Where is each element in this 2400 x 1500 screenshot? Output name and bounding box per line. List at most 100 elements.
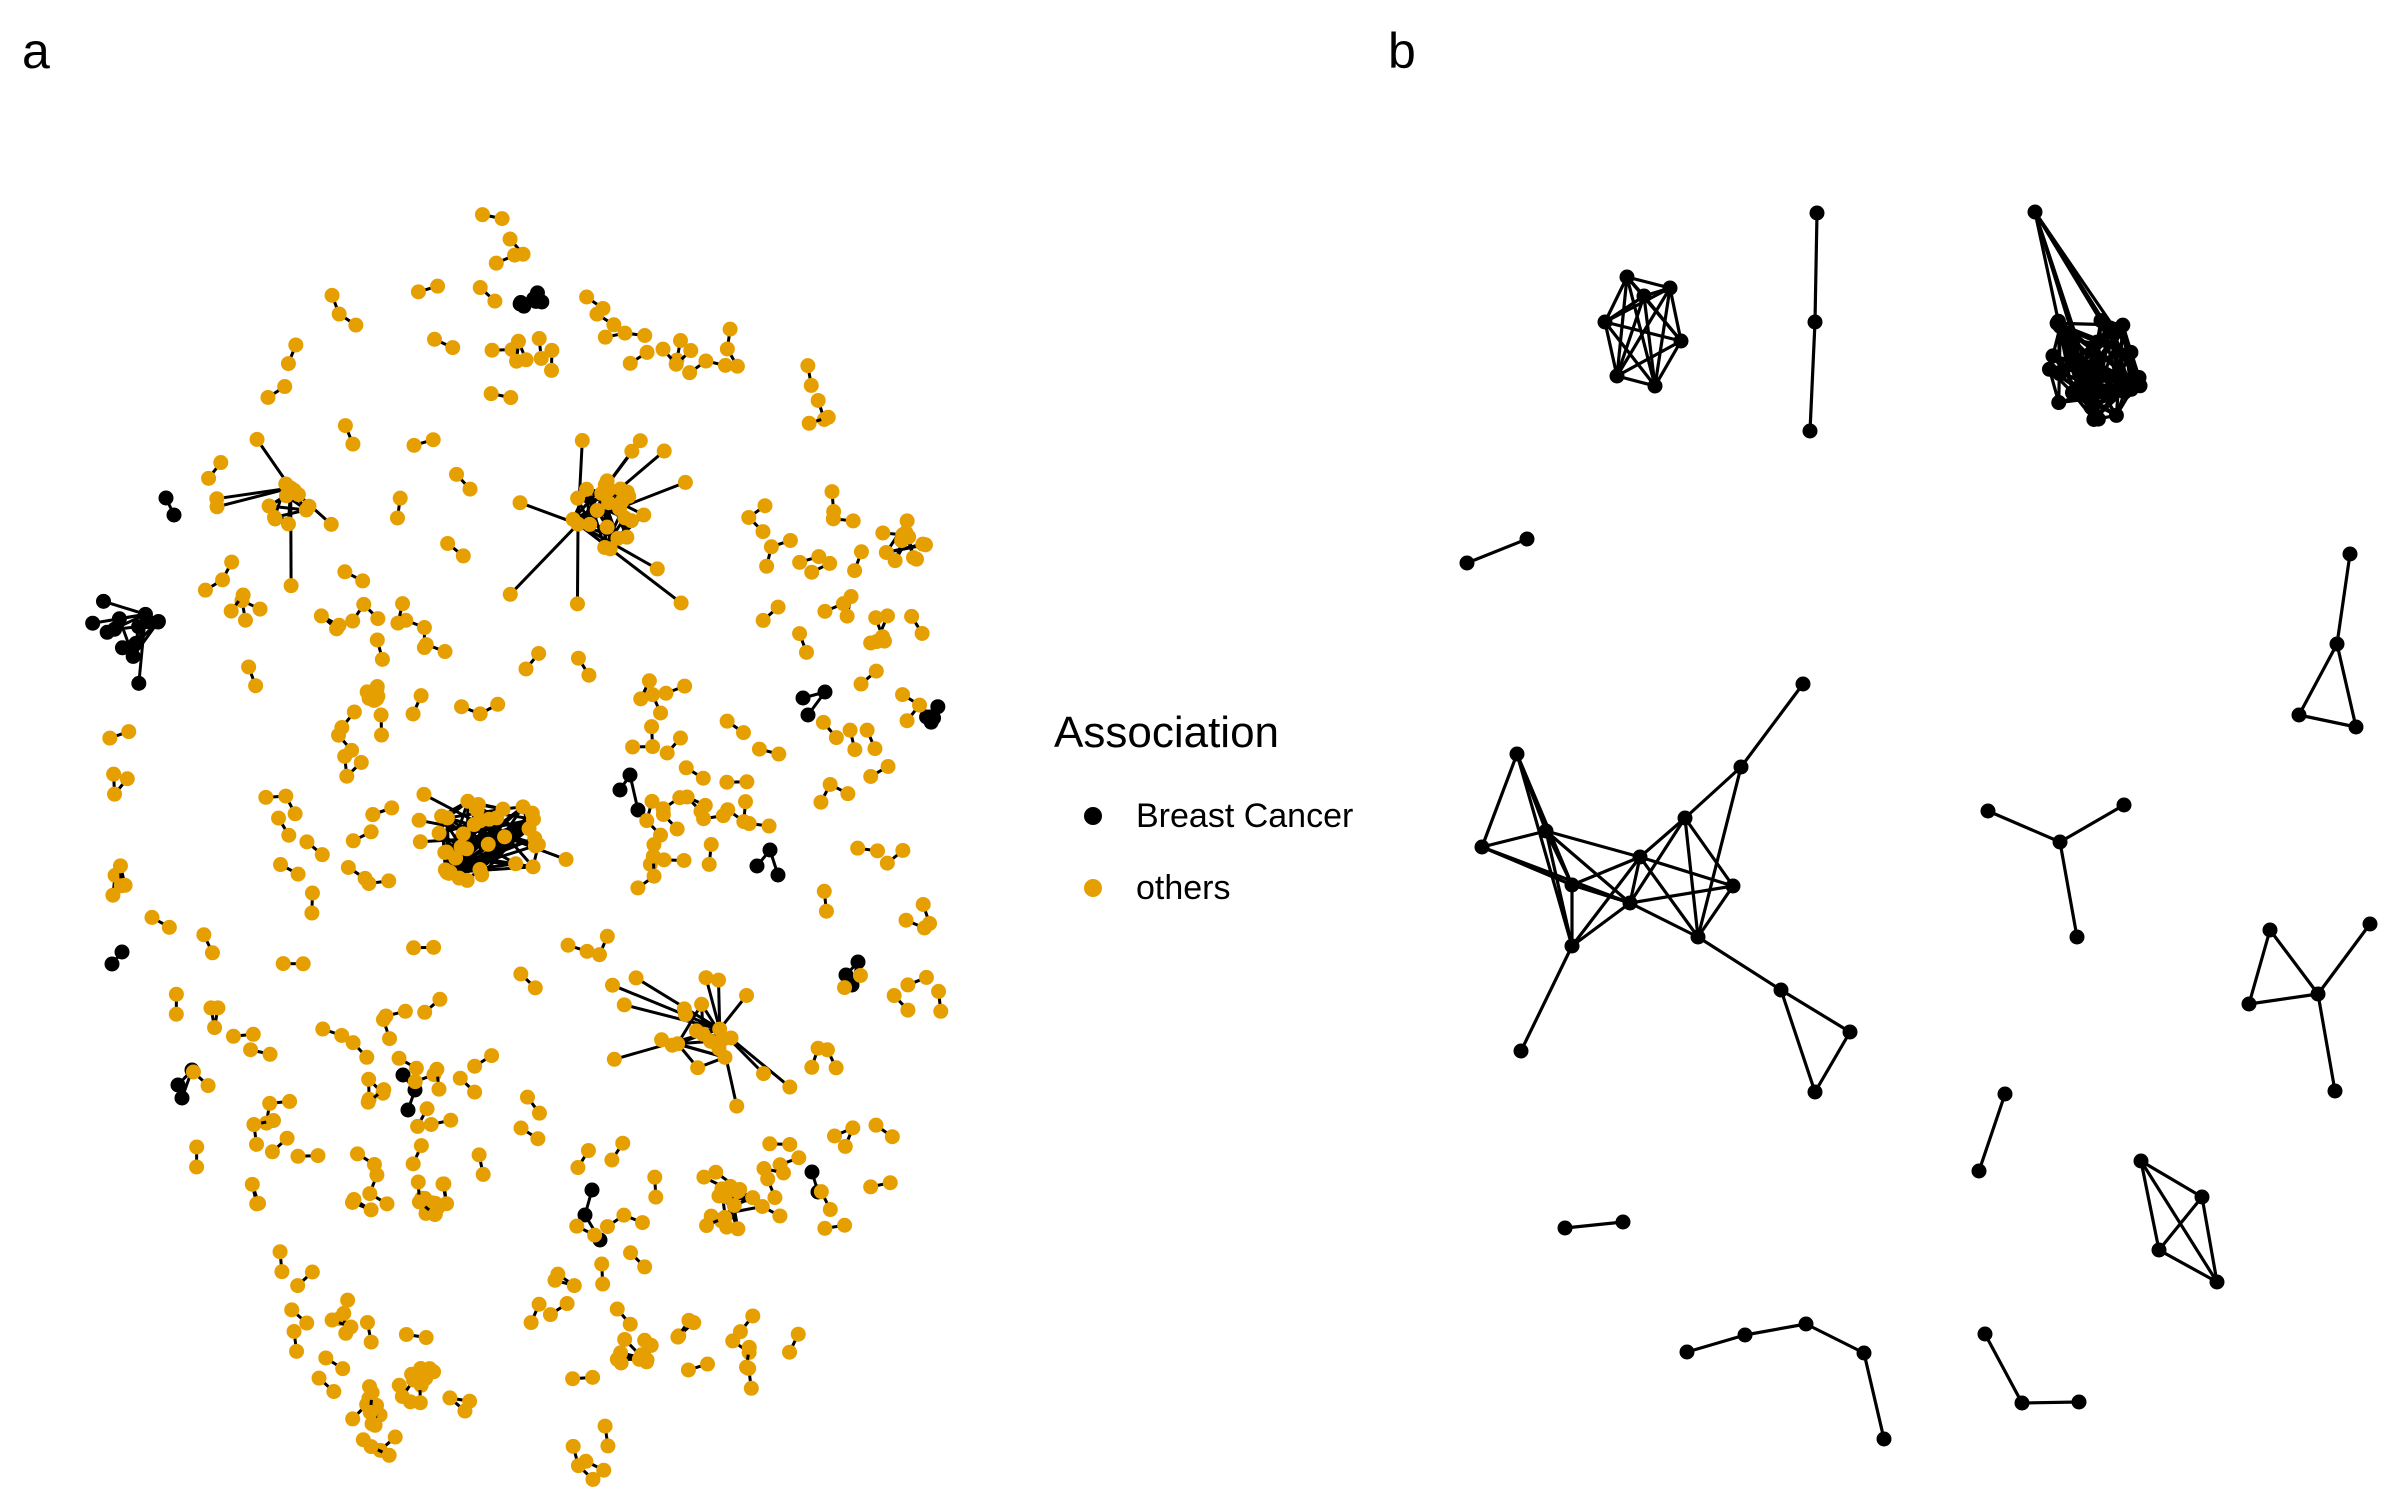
node-b-9-4 <box>2327 1083 2343 1099</box>
edge-b-12-14 <box>1639 855 1734 888</box>
node-a-530 <box>804 1164 820 1180</box>
node-b-7-0 <box>1679 1344 1695 1360</box>
node-a-810 <box>544 342 560 358</box>
edge-a-301 <box>216 486 291 501</box>
node-a-932 <box>604 1152 620 1168</box>
node-a-1141 <box>225 1028 241 1044</box>
node-a-309 <box>280 516 296 532</box>
node-a-607 <box>842 722 858 738</box>
node-a-217 <box>617 510 633 526</box>
node-a-991 <box>280 356 296 372</box>
node-a-620 <box>295 956 311 972</box>
node-a-874 <box>591 947 607 963</box>
node-a-1108 <box>271 810 287 826</box>
edge-b-12-23 <box>1629 884 1734 905</box>
node-b-11-6 <box>2123 344 2139 360</box>
node-a-705 <box>274 1264 290 1280</box>
node-a-450 <box>513 295 529 311</box>
node-a-218 <box>502 586 518 602</box>
node-b-12-12 <box>1795 676 1811 692</box>
node-b-12-7 <box>1690 929 1706 945</box>
node-a-600 <box>739 774 755 790</box>
node-a-655 <box>107 786 123 802</box>
edge-b-8-4 <box>2200 1196 2219 1283</box>
node-a-670 <box>523 1315 539 1331</box>
node-a-828 <box>241 659 257 675</box>
node-a-911 <box>837 1138 853 1154</box>
node-a-640 <box>813 794 829 810</box>
node-a-1057 <box>868 663 884 679</box>
legend-label-breast-cancer: Breast Cancer <box>1136 796 1354 835</box>
node-a-408 <box>613 1345 629 1361</box>
node-a-695 <box>384 800 400 816</box>
node-a-858 <box>581 667 597 683</box>
node-a-1111 <box>224 554 240 570</box>
node-a-1113 <box>197 582 213 598</box>
node-a-333 <box>754 1199 770 1215</box>
node-a-724 <box>782 532 798 548</box>
node-a-855 <box>472 706 488 722</box>
node-a-1205 <box>406 437 422 453</box>
node-a-603 <box>790 1326 806 1342</box>
edge-b-10-7 <box>1668 287 1683 342</box>
node-a-318 <box>209 491 225 507</box>
edge-b-0-0 <box>1466 537 1528 565</box>
node-a-1046 <box>775 1165 791 1181</box>
node-a-1124 <box>717 357 733 373</box>
node-a-988 <box>655 806 671 822</box>
node-a-1245 <box>334 720 350 736</box>
node-a-859 <box>570 650 586 666</box>
node-a-539 <box>569 1218 585 1234</box>
node-a-571 <box>361 1071 377 1087</box>
node-a-1080 <box>566 1278 582 1294</box>
edge-b-12-13 <box>1638 816 1687 859</box>
node-a-207 <box>619 529 635 545</box>
node-a-1217 <box>625 739 641 755</box>
node-a-1018 <box>853 544 869 560</box>
node-a-820 <box>484 342 500 358</box>
node-a-1019 <box>847 563 863 579</box>
node-a-1163 <box>363 1439 379 1455</box>
edge-b-4-1 <box>2059 803 2125 844</box>
node-a-851 <box>859 722 875 738</box>
node-a-916 <box>427 1207 443 1223</box>
node-a-494 <box>817 684 833 700</box>
node-a-676 <box>900 977 916 993</box>
node-a-639 <box>822 776 838 792</box>
node-a-577 <box>594 1256 610 1272</box>
node-a-964 <box>483 386 499 402</box>
edge-b-10-19 <box>1615 295 1646 377</box>
node-a-586 <box>251 1195 267 1211</box>
node-b-9-3 <box>2362 916 2378 932</box>
node-a-1202 <box>916 920 932 936</box>
legend-item-others: others <box>1054 852 1353 924</box>
node-b-11-13 <box>2102 320 2118 336</box>
panel-a-label: a <box>22 23 50 79</box>
node-a-1132 <box>579 289 595 305</box>
node-a-474 <box>128 635 144 651</box>
node-b-7-2 <box>1798 1316 1814 1332</box>
node-b-1-0 <box>1557 1220 1573 1236</box>
node-a-1166 <box>304 905 320 921</box>
edge-b-12-30 <box>1780 988 1851 1034</box>
node-a-132 <box>495 801 511 817</box>
edge-b-4-2 <box>2058 841 2079 938</box>
node-a-895 <box>406 940 422 956</box>
node-a-967 <box>360 1094 376 1110</box>
edge-b-12-20 <box>1628 817 1687 904</box>
node-a-313 <box>280 486 296 502</box>
node-a-854 <box>454 699 470 715</box>
edge-b-12-10 <box>1571 855 1641 887</box>
node-a-516 <box>170 1077 186 1093</box>
node-a-796 <box>203 1000 219 1016</box>
node-a-1081 <box>550 1266 566 1282</box>
node-a-879 <box>279 1130 295 1146</box>
node-a-1014 <box>345 1411 361 1427</box>
node-a-913 <box>827 1128 843 1144</box>
node-a-958 <box>246 1117 262 1133</box>
node-a-264 <box>717 1049 733 1065</box>
node-a-773 <box>679 789 695 805</box>
node-a-130 <box>455 826 471 842</box>
node-a-737 <box>637 327 653 343</box>
node-a-270 <box>677 1007 693 1023</box>
